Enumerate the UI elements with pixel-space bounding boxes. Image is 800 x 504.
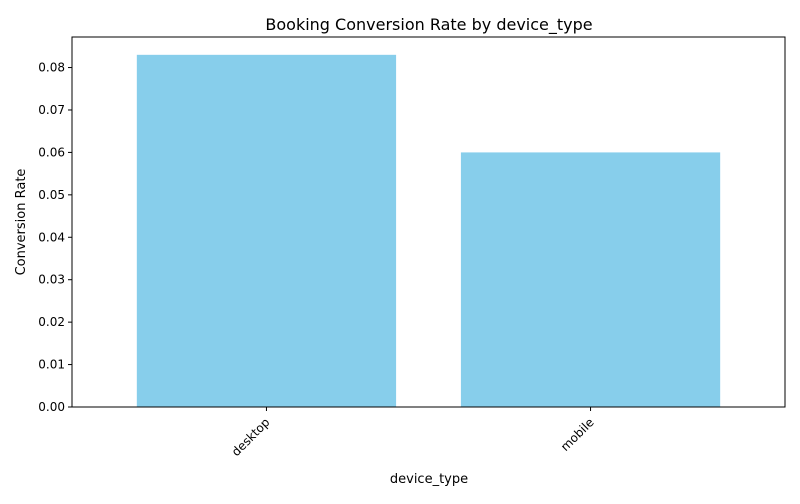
- y-tick-label: 0.01: [38, 358, 65, 372]
- y-axis-label: Conversion Rate: [14, 169, 29, 276]
- x-tick-label: desktop: [229, 415, 273, 459]
- plot-frame: [71, 36, 786, 408]
- y-tick-label: 0.08: [38, 61, 65, 75]
- x-axis-label: device_type: [390, 472, 468, 487]
- y-axis: 0.00 0.01 0.02 0.03 0.04 0.05 0.06 0.07 0.08: [38, 61, 72, 414]
- y-tick-label: 0.06: [38, 145, 65, 159]
- x-axis: desktop mobile: [229, 407, 597, 459]
- y-tick-label: 0.07: [38, 103, 65, 117]
- x-tick-label: mobile: [558, 415, 597, 454]
- bar-desktop: [136, 54, 397, 407]
- bars-layer: [136, 54, 721, 407]
- bar-mobile: [460, 152, 721, 407]
- y-tick-label: 0.02: [38, 315, 65, 329]
- y-tick-label: 0.03: [38, 273, 65, 287]
- y-tick-label: 0.05: [38, 188, 65, 202]
- chart-title: Booking Conversion Rate by device_type: [265, 15, 592, 35]
- y-tick-label: 0.00: [38, 400, 65, 414]
- y-tick-label: 0.04: [38, 230, 65, 244]
